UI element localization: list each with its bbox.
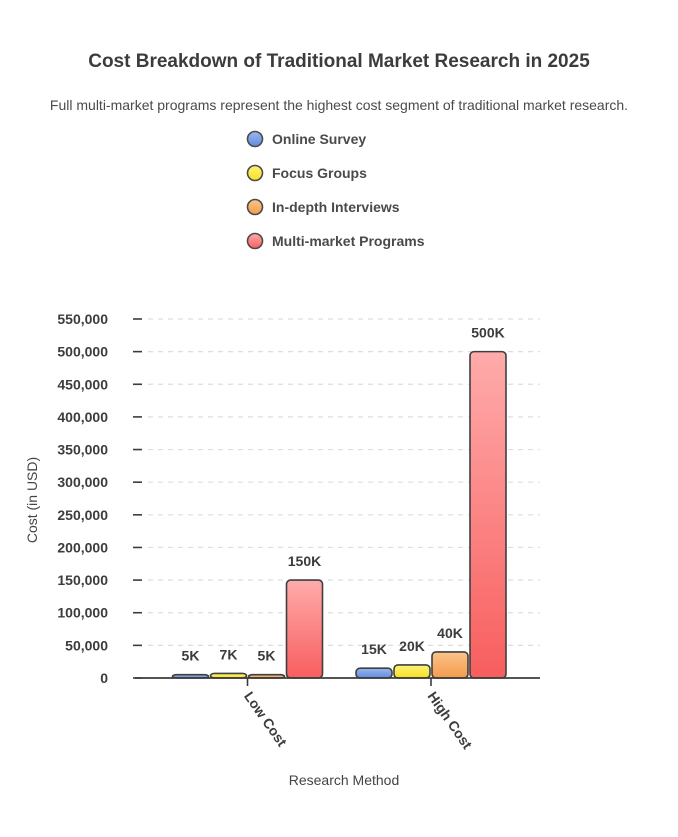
y-axis: 0 50,000 100,000 150,000 200,000 250,000 300,0… [57,311,142,686]
legend-marker-focus-groups [246,164,264,182]
y-axis-label: Cost (in USD) [24,457,40,543]
bars: 5K 7K 5K 150K 15K 20K 40K 500K [171,325,507,679]
y-tick-label: 0 [100,670,108,686]
data-label-high-cost-in-depth-interviews: 40K [437,625,463,641]
bar-low-cost-multi-market-programs [285,579,324,679]
y-tick-label: 300,000 [57,474,108,490]
data-label-low-cost-online-survey: 5K [182,648,200,664]
bar-high-cost-in-depth-interviews [431,651,469,679]
bar-high-cost-online-survey [355,667,393,679]
y-tick-label: 100,000 [57,605,108,621]
legend-label-multi-market-programs: Multi-market Programs [272,233,425,249]
legend-label-in-depth-interviews: In-depth Interviews [272,199,400,215]
x-axis: Low Cost High Cost [135,677,540,753]
data-label-low-cost-in-depth-interviews: 5K [258,648,276,664]
chart-title: Cost Breakdown of Traditional Market Res… [88,51,590,72]
y-tick-label: 450,000 [57,376,108,392]
y-tick-label: 200,000 [57,539,108,555]
y-tick-label: 550,000 [57,311,108,327]
bar-high-cost-focus-groups [393,664,431,679]
legend-marker-online-survey [246,130,264,148]
legend: Online Survey Focus Groups In-depth Interv… [246,130,425,250]
x-tick-label-low-cost: Low Cost [241,689,290,750]
y-tick-label: 500,000 [57,344,108,360]
data-label-low-cost-multi-market-programs: 150K [288,553,321,569]
legend-marker-multi-market-programs [246,232,264,250]
y-tick-label: 350,000 [57,442,108,458]
x-tick-label-high-cost: High Cost [425,689,476,753]
bar-high-cost-multi-market-programs [469,350,507,679]
chart-subtitle: Full multi-market programs represent the… [50,97,628,113]
legend-label-focus-groups: Focus Groups [272,165,367,181]
x-axis-label: Research Method [289,772,400,788]
y-tick-label: 400,000 [57,409,108,425]
y-tick-label: 250,000 [57,507,108,523]
y-tick-label: 150,000 [57,572,108,588]
data-label-low-cost-focus-groups: 7K [220,646,238,662]
legend-marker-in-depth-interviews [246,198,264,216]
data-label-high-cost-focus-groups: 20K [399,638,425,654]
data-label-high-cost-online-survey: 15K [361,641,387,657]
legend-label-online-survey: Online Survey [272,131,366,147]
y-tick-label: 50,000 [65,637,108,653]
data-label-high-cost-multi-market-programs: 500K [471,325,504,341]
